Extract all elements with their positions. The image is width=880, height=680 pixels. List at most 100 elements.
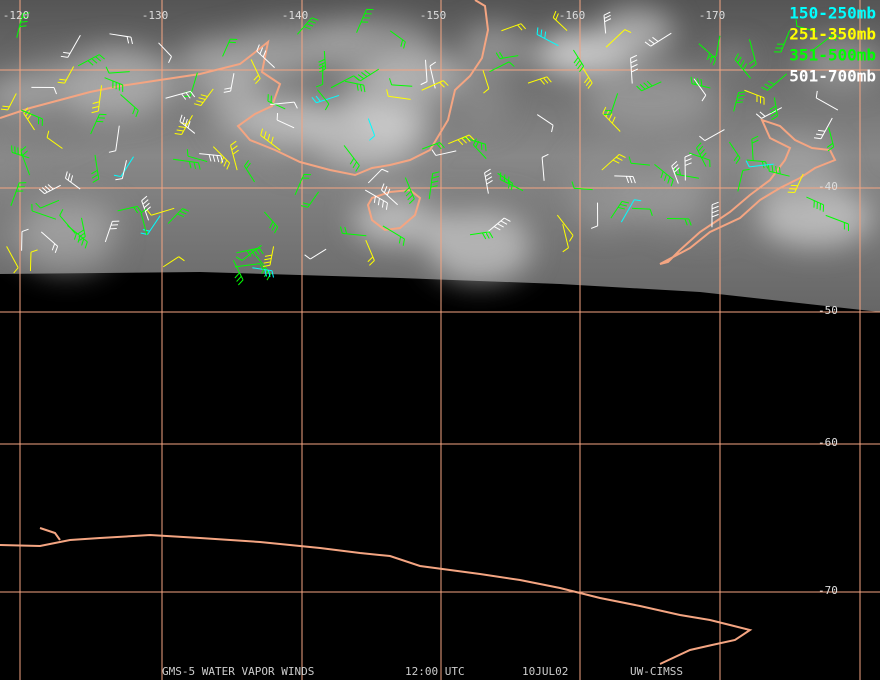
barb-feather xyxy=(768,80,775,85)
barb-feather xyxy=(141,195,148,202)
wind-barb xyxy=(431,149,457,156)
wind-barb xyxy=(40,231,59,254)
barb-feather xyxy=(311,17,319,21)
barb-feather xyxy=(630,59,638,64)
barb-feather xyxy=(303,26,311,30)
barb-feather xyxy=(30,249,38,253)
wind-barb xyxy=(276,113,295,129)
barb-feather xyxy=(696,142,702,149)
barb-shaft xyxy=(620,199,635,223)
barb-feather xyxy=(483,88,490,94)
wind-barb xyxy=(365,239,375,266)
wind-barb xyxy=(644,32,672,47)
barb-shaft xyxy=(187,155,208,163)
barb-feather xyxy=(671,160,678,167)
barb-feather xyxy=(431,175,439,179)
barb-shaft xyxy=(631,207,651,210)
wind-barb xyxy=(761,73,787,91)
barb-shaft xyxy=(388,95,411,100)
wind-barb xyxy=(193,88,214,107)
barb-feather xyxy=(562,247,569,253)
barb-feather xyxy=(734,53,739,60)
wind-barb xyxy=(806,196,825,212)
barb-feather xyxy=(234,272,240,279)
barb-feather xyxy=(135,110,139,118)
wind-barb xyxy=(65,171,81,190)
barb-feather xyxy=(253,74,259,81)
wind-barb xyxy=(31,86,57,95)
wind-barb xyxy=(252,267,274,278)
wind-barb xyxy=(601,153,626,171)
barb-feather xyxy=(181,93,187,100)
barb-feather xyxy=(711,213,719,218)
wind-barb xyxy=(745,160,774,168)
barb-feather xyxy=(193,103,201,107)
barb-feather xyxy=(461,137,467,144)
wind-barb xyxy=(199,153,224,163)
wind-barb xyxy=(6,246,19,274)
barb-feather xyxy=(684,218,688,226)
barb-feather xyxy=(188,161,192,169)
barb-feather xyxy=(630,54,638,59)
barb-feather xyxy=(577,62,583,70)
barb-feather xyxy=(81,238,85,246)
cloud xyxy=(310,100,421,169)
wind-barb xyxy=(787,173,804,193)
barb-feather xyxy=(70,175,74,183)
barb-feather xyxy=(65,171,68,179)
barb-feather xyxy=(517,24,523,31)
barb-feather xyxy=(833,33,841,39)
barb-feather xyxy=(611,116,616,124)
barb-feather xyxy=(2,105,10,108)
barb-feather xyxy=(41,187,48,193)
wind-barb xyxy=(671,160,680,184)
barb-shaft xyxy=(120,156,134,177)
barb-feather xyxy=(643,82,650,88)
wind-barb xyxy=(666,217,692,226)
barb-feather xyxy=(497,223,504,228)
barb-feather xyxy=(308,20,316,24)
barb-feather xyxy=(552,10,557,18)
barb-feather xyxy=(398,236,402,244)
barb-feather xyxy=(259,47,264,55)
barb-feather xyxy=(306,23,314,27)
barb-feather xyxy=(143,202,150,209)
barb-feather xyxy=(755,113,762,119)
barb-feather xyxy=(22,12,30,15)
wind-barb xyxy=(158,42,172,64)
barb-feather xyxy=(183,95,191,98)
barb-feather xyxy=(604,14,611,19)
wind-barb xyxy=(21,228,29,251)
grid-labels: -120 -130 -140 -150 -160 -170 -40 -50 -60 -70 xyxy=(3,9,838,597)
wind-barb xyxy=(420,59,428,86)
barb-feather xyxy=(46,130,50,138)
wind-barb xyxy=(29,249,38,272)
barb-feather xyxy=(193,162,197,170)
barb-feather xyxy=(259,263,264,270)
barb-feather xyxy=(520,23,527,30)
barb-feather xyxy=(273,226,279,234)
source: UW-CIMSS xyxy=(630,665,683,678)
barb-feather xyxy=(174,132,182,135)
barb-feather xyxy=(271,270,274,278)
wind-barb xyxy=(263,211,279,234)
barb-feather xyxy=(223,159,228,167)
wind-barb xyxy=(77,54,106,67)
wind-barb xyxy=(562,224,569,253)
barb-feather xyxy=(232,149,239,155)
barb-feather xyxy=(663,173,667,181)
barb-feather xyxy=(178,256,185,262)
barb-feather xyxy=(126,36,130,44)
barb-feather xyxy=(619,153,626,159)
barb-feather xyxy=(130,37,133,45)
wind-barb xyxy=(105,66,130,74)
wind-barb xyxy=(733,91,746,112)
barb-feather xyxy=(499,172,502,180)
coastline xyxy=(659,118,837,265)
wind-barb xyxy=(179,114,196,134)
wind-barb xyxy=(381,183,398,206)
wind-barb xyxy=(501,23,527,32)
wind-barb xyxy=(737,168,750,192)
wind-barb xyxy=(345,80,366,93)
